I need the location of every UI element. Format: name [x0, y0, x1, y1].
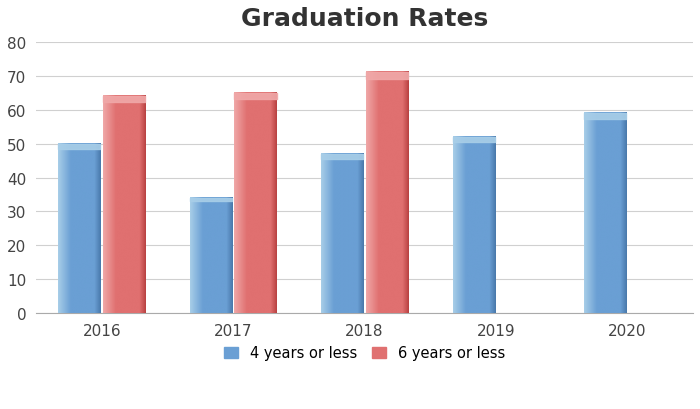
Title: Graduation Rates: Graduation Rates — [241, 7, 488, 31]
Legend: 4 years or less, 6 years or less: 4 years or less, 6 years or less — [224, 346, 505, 361]
